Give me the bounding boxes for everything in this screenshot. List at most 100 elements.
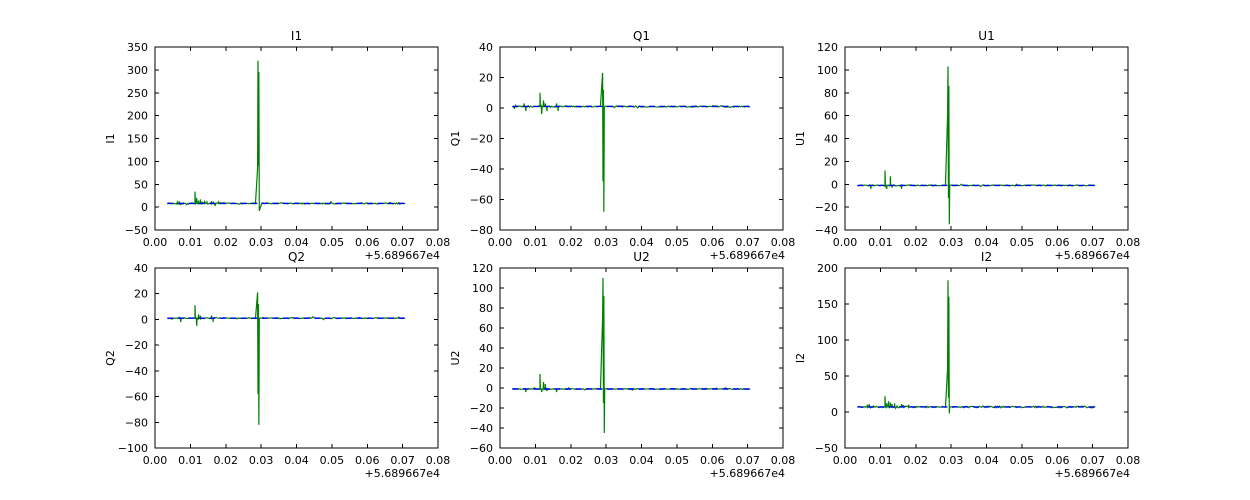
y-tick-label: 120 (472, 262, 493, 275)
y-tick-label: 80 (824, 87, 838, 100)
y-tick-label: 350 (127, 41, 148, 54)
y-tick-label: −40 (815, 224, 838, 237)
series-signal (167, 292, 406, 425)
axes-frame (154, 267, 439, 449)
y-tick-label: 150 (127, 133, 148, 146)
x-tick-label: 0.00 (143, 236, 168, 249)
y-tick-label: 100 (472, 282, 493, 295)
x-tick-label: 0.01 (523, 454, 548, 467)
x-tick-label: 0.02 (559, 236, 584, 249)
y-axis-label: Q1 (449, 131, 462, 147)
y-tick-label: −60 (470, 442, 493, 455)
y-tick-label: 0 (831, 178, 838, 191)
y-tick-label: −20 (470, 133, 493, 146)
y-tick-label: −60 (470, 194, 493, 207)
y-tick-label: 40 (479, 342, 493, 355)
y-tick-label: −50 (125, 224, 148, 237)
y-axis-label: U1 (794, 131, 807, 146)
x-tick-label: 0.06 (1045, 454, 1070, 467)
y-tick-label: 100 (817, 64, 838, 77)
subplot-q1: 0.00 0.01 0.02 0.03 0.04 0.05 0.06 0.07 0.08 −80 −… (449, 29, 795, 262)
subplot-title: I2 (981, 250, 992, 264)
x-tick-label: 0.03 (594, 236, 619, 249)
x-tick-label: 0.08 (771, 236, 796, 249)
x-axis-offset-label: +5.689667e4 (1055, 467, 1130, 480)
x-tick-label: 0.01 (178, 236, 203, 249)
series-signal (511, 72, 751, 212)
x-tick-label: 0.07 (1080, 454, 1105, 467)
x-tick-label: 0.02 (214, 454, 239, 467)
y-tick-label: −40 (470, 163, 493, 176)
x-tick-label: 0.04 (284, 454, 309, 467)
x-tick-label: 0.03 (594, 454, 619, 467)
x-axis-offset-label: +5.689667e4 (365, 467, 440, 480)
x-tick-label: 0.06 (700, 236, 725, 249)
y-tick-label: 0 (486, 382, 493, 395)
x-tick-label: 0.07 (1080, 236, 1105, 249)
x-tick-label: 0.02 (904, 454, 929, 467)
x-tick-label: 0.01 (868, 236, 893, 249)
x-tick-label: 0.07 (390, 236, 415, 249)
x-tick-label: 0.05 (320, 236, 345, 249)
y-tick-label: −80 (470, 224, 493, 237)
subplot-u2: 0.00 0.01 0.02 0.03 0.04 0.05 0.06 0.07 0.08 −60 −… (449, 250, 795, 480)
x-tick-label: 0.08 (771, 454, 796, 467)
x-tick-label: 0.08 (1116, 454, 1141, 467)
y-tick-label: 150 (817, 298, 838, 311)
y-tick-label: 300 (127, 64, 148, 77)
x-tick-label: 0.00 (488, 454, 513, 467)
x-tick-label: 0.06 (700, 454, 725, 467)
y-tick-label: 40 (134, 262, 148, 275)
x-tick-label: 0.03 (939, 454, 964, 467)
y-tick-label: 0 (141, 313, 148, 326)
y-tick-label: 0 (141, 201, 148, 214)
y-tick-label: 120 (817, 41, 838, 54)
x-tick-label: 0.00 (143, 454, 168, 467)
x-tick-label: 0.07 (735, 454, 760, 467)
x-tick-label: 0.05 (665, 236, 690, 249)
y-tick-label: −100 (118, 442, 148, 455)
x-tick-label: 0.04 (629, 236, 654, 249)
x-tick-label: 0.07 (390, 454, 415, 467)
y-tick-label: −20 (815, 201, 838, 214)
x-tick-label: 0.01 (523, 236, 548, 249)
axes-frame (499, 267, 784, 449)
x-tick-label: 0.08 (426, 454, 451, 467)
y-tick-label: 60 (479, 322, 493, 335)
x-tick-label: 0.08 (426, 236, 451, 249)
series-signal (166, 60, 406, 211)
y-tick-label: 50 (134, 178, 148, 191)
y-tick-label: 60 (824, 110, 838, 123)
y-tick-label: 200 (127, 110, 148, 123)
x-axis-offset-label: +5.689667e4 (1055, 249, 1130, 262)
subplot-title: Q1 (633, 29, 650, 43)
y-tick-label: 100 (817, 334, 838, 347)
y-tick-label: −20 (125, 339, 148, 352)
subplot-i2: 0.00 0.01 0.02 0.03 0.04 0.05 0.06 0.07 0.08 −50 0… (794, 250, 1140, 480)
x-tick-label: 0.00 (488, 236, 513, 249)
y-axis-label: I2 (794, 353, 807, 363)
x-tick-label: 0.02 (904, 236, 929, 249)
subplot-title: Q2 (288, 250, 305, 264)
x-tick-label: 0.03 (939, 236, 964, 249)
y-tick-label: −40 (125, 365, 148, 378)
x-tick-label: 0.02 (214, 236, 239, 249)
y-tick-label: 100 (127, 155, 148, 168)
x-tick-label: 0.04 (974, 236, 999, 249)
x-tick-label: 0.03 (249, 236, 274, 249)
y-tick-label: 20 (824, 155, 838, 168)
x-tick-label: 0.05 (320, 454, 345, 467)
x-tick-label: 0.05 (665, 454, 690, 467)
y-tick-label: 20 (479, 362, 493, 375)
y-tick-label: −80 (125, 416, 148, 429)
x-tick-label: 0.06 (1045, 236, 1070, 249)
y-tick-label: 40 (824, 133, 838, 146)
x-tick-label: 0.06 (355, 236, 380, 249)
y-tick-label: 80 (479, 302, 493, 315)
y-tick-label: 0 (831, 406, 838, 419)
y-tick-label: 250 (127, 87, 148, 100)
subplot-i1: 0.00 0.01 0.02 0.03 0.04 0.05 0.06 0.07 0.08 −50 0… (104, 29, 450, 262)
x-tick-label: 0.01 (868, 454, 893, 467)
